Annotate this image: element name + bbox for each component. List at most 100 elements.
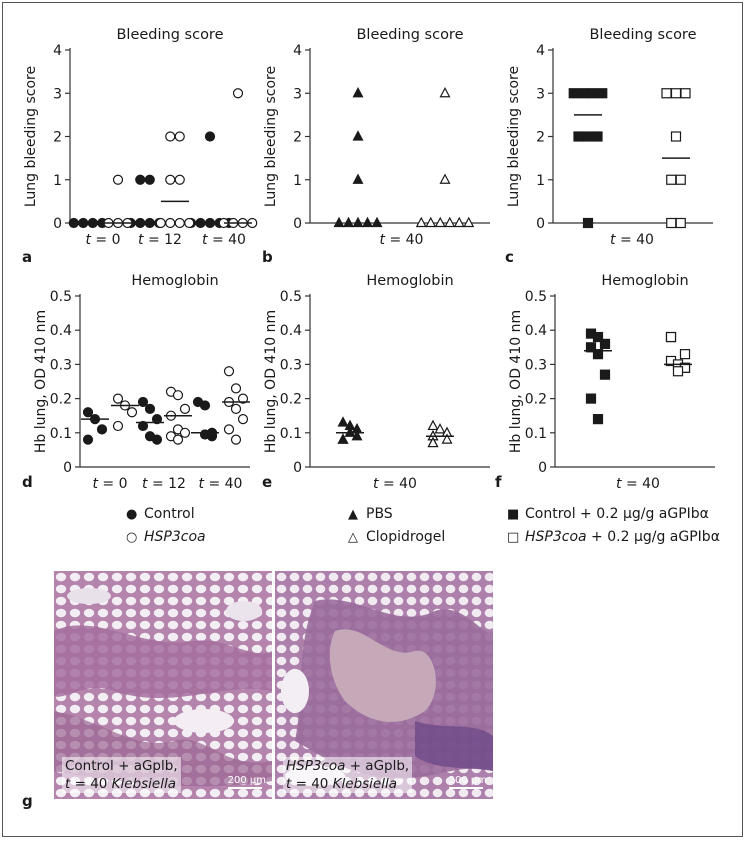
series-open-triangle	[415, 86, 475, 228]
data-point	[343, 216, 354, 228]
caption-italic: Klebsiella	[111, 776, 177, 792]
caption-t: t	[65, 776, 71, 792]
x-tick-label: t = 12	[142, 476, 186, 492]
legend-label: PBS	[366, 506, 393, 522]
panel-letter-a: a	[22, 248, 33, 266]
data-point	[151, 434, 163, 445]
y-axis-label: Lung bleeding score	[506, 66, 522, 207]
data-point	[155, 217, 166, 229]
legend-label: Control	[144, 506, 195, 522]
x-tick-label: t = 0	[92, 476, 127, 492]
y-tick-label: 0	[293, 216, 302, 232]
legend-d-item-hsp3coa: ○ HSP3coa	[126, 526, 206, 549]
y-tick-label: 4	[536, 43, 545, 59]
chart-panel-f: Hemoglobin Hb lung, OD 410 nm 0 0.1 0.2 0.3 0.…	[508, 273, 715, 492]
chart-title: Hemoglobin	[131, 273, 218, 289]
data-point	[179, 427, 191, 438]
series-open-circle	[103, 88, 258, 229]
x-tick-label-var: t	[202, 232, 208, 248]
caption-text: = 40	[70, 776, 112, 792]
y-tick-label: 0	[536, 216, 545, 232]
caption-text: = 40	[291, 776, 333, 792]
data-point	[137, 420, 149, 432]
legend-e-item-clopidrogel: △ Clopidrogel	[348, 526, 445, 549]
data-point	[137, 396, 149, 408]
data-point	[206, 431, 218, 442]
micrograph-control: Control + aGplb, t = 40 Klebsiella 200 µ…	[54, 571, 272, 799]
panel-letter-d: d	[22, 473, 33, 491]
y-tick-label: 1	[536, 173, 545, 189]
series-filled-triangle	[333, 86, 383, 228]
data-point	[582, 131, 594, 142]
x-tick-label-value: = 40	[385, 232, 423, 248]
x-tick-label-var: t	[610, 232, 616, 248]
data-point	[599, 338, 611, 349]
legend-d-item-control: ● Control	[126, 503, 206, 526]
y-tick-label: 0.5	[280, 289, 302, 305]
data-point	[223, 424, 235, 435]
y-tick-label: 1	[293, 173, 302, 189]
data-point	[585, 342, 597, 353]
y-tick-label: 0.2	[525, 392, 547, 408]
y-tick-label: 4	[293, 43, 302, 59]
caption-text: Control + aGplb,	[65, 758, 178, 774]
series-filled-circle	[68, 131, 235, 229]
open-circle-icon: ○	[126, 530, 138, 545]
data-point	[439, 86, 451, 98]
series-open-circle	[111, 366, 250, 445]
data-point	[230, 434, 242, 445]
data-point	[165, 217, 176, 229]
legend-e: ▲ PBS △ Clopidrogel	[348, 503, 445, 549]
data-point	[126, 407, 138, 418]
series-filled-triangle	[336, 416, 364, 444]
x-tick-label: t = 40	[610, 232, 654, 248]
chart-panel-b: Bleeding score Lung bleeding score 0 1 2 3 4 t …	[263, 27, 490, 248]
chart-panel-a: Bleeding score Lung bleeding score 0 1 2 3 4 t …	[23, 27, 258, 248]
x-tick-label-var: t	[142, 476, 148, 492]
y-tick-label: 4	[53, 43, 62, 59]
panel-letter-f: f	[495, 473, 502, 491]
y-tick-label: 2	[293, 130, 302, 146]
data-point	[204, 131, 216, 142]
x-tick-label: t = 40	[202, 232, 246, 248]
data-point	[665, 331, 677, 343]
chart-panel-e: Hemoglobin Hb lung, OD 410 nm 0 0.1 0.2 0.3 0.…	[263, 273, 490, 492]
x-tick-label: t = 40	[380, 232, 424, 248]
data-point	[453, 216, 465, 228]
x-tick-label-var: t	[199, 476, 205, 492]
data-point	[174, 131, 185, 142]
x-tick-label-value: = 0	[91, 232, 121, 248]
data-point	[232, 88, 244, 99]
y-axis-label: Hb lung, OD 410 nm	[33, 310, 49, 453]
y-axis-label: Hb lung, OD 410 nm	[263, 310, 279, 453]
series-filled-circle	[81, 396, 219, 445]
data-point	[174, 174, 185, 185]
scale-bar-label: 200 µm	[448, 775, 487, 786]
data-point	[592, 331, 604, 343]
data-point	[434, 216, 446, 228]
chart-panel-c: Bleeding score Lung bleeding score 0 1 2 3 4 t …	[506, 27, 713, 248]
x-tick-label-value: = 40	[616, 232, 654, 248]
filled-circle-icon: ●	[126, 507, 138, 522]
y-tick-label: 1	[53, 173, 62, 189]
y-tick-label: 3	[53, 86, 62, 102]
chart-title: Hemoglobin	[601, 273, 688, 289]
caption-t: t	[286, 776, 292, 792]
data-point	[237, 414, 249, 425]
data-point	[568, 88, 579, 99]
scale-bar-label: 200 µm	[227, 775, 266, 786]
y-tick-label: 0.3	[280, 357, 302, 373]
data-point	[592, 414, 604, 425]
legend-f: ■ Control + 0.2 µg/g aGPIbα □ HSP3coa + …	[507, 503, 720, 549]
caption-italic: HSP3coa	[286, 758, 346, 774]
data-point	[670, 131, 682, 142]
y-tick-label: 0.5	[50, 289, 72, 305]
panel-letter-c: c	[505, 248, 514, 266]
chart-title: Bleeding score	[589, 27, 696, 43]
legend-e-item-pbs: ▲ PBS	[348, 503, 445, 526]
legend-d: ● Control ○ HSP3coa	[126, 503, 206, 549]
data-point	[82, 407, 94, 418]
data-point	[666, 174, 677, 185]
chart-title: Bleeding score	[356, 27, 463, 43]
chart-title: Hemoglobin	[366, 273, 453, 289]
